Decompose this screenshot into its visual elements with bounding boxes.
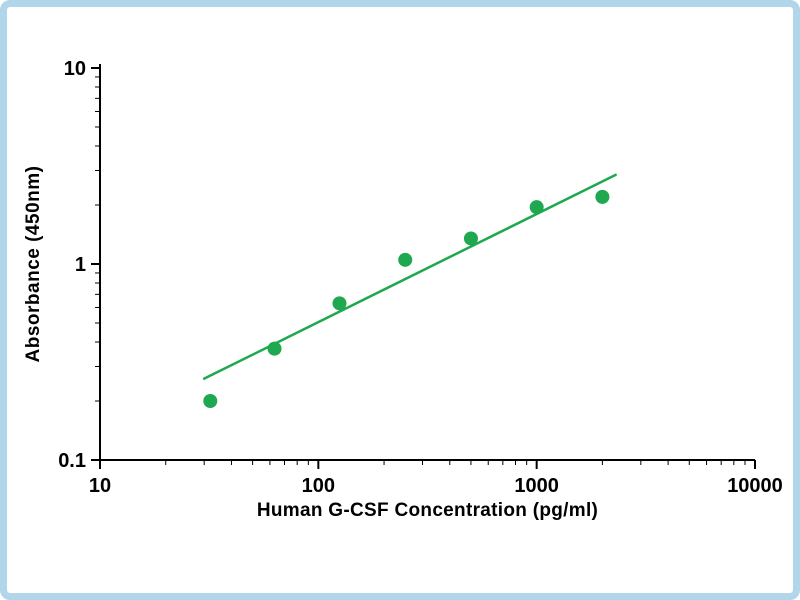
data-point: [203, 393, 218, 408]
data-point: [463, 231, 478, 246]
data-point: [595, 189, 610, 204]
y-axis-title: Absorbance (450nm): [23, 165, 44, 363]
y-tick-label: 0.1: [58, 450, 86, 472]
data-point: [267, 341, 282, 356]
x-tick-label: 100: [302, 475, 335, 497]
trend-line: [202, 173, 617, 380]
data-point: [529, 200, 544, 215]
data-point: [332, 296, 347, 311]
x-axis-title: Human G-CSF Concentration (pg/ml): [256, 500, 599, 521]
data-point: [398, 252, 413, 267]
y-tick-label: 10: [64, 58, 86, 80]
x-tick-label: 10000: [727, 475, 783, 497]
x-tick-label: 1000: [514, 475, 559, 497]
y-tick-label: 1: [75, 254, 86, 276]
x-tick-label: 10: [89, 475, 111, 497]
